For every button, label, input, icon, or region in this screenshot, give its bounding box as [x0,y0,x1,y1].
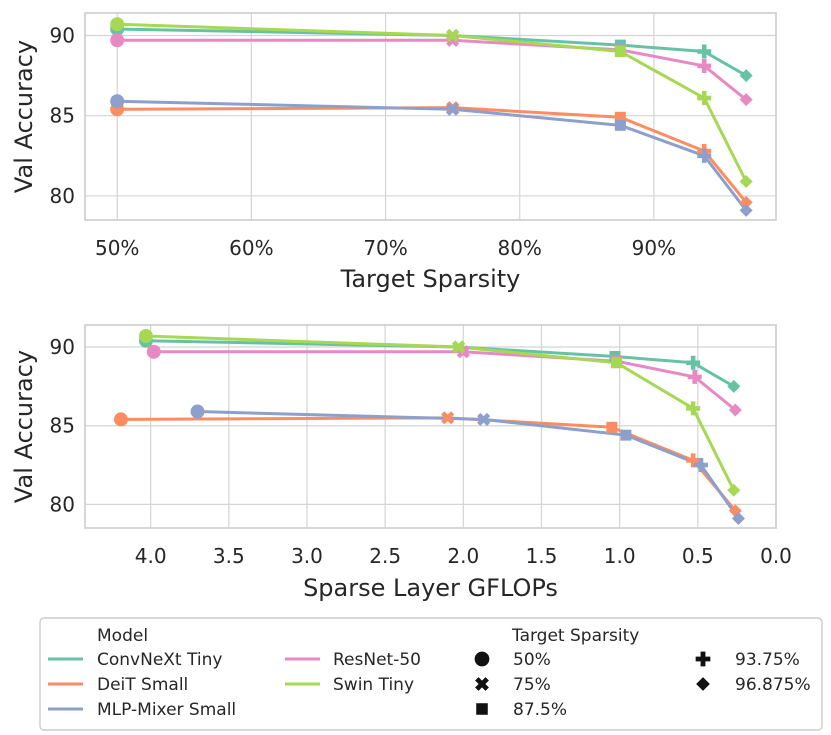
top-point-swin-tiny-circle [110,17,125,32]
legend-diamond-marker [696,677,710,691]
bottom-point-mlp-mixer-small-circle [190,404,205,419]
legend-label-mlp-mixer-small: MLP-Mixer Small [97,700,236,720]
bottom-x-tick-label: 3.0 [291,544,323,568]
legend-model-title: Model [97,626,148,646]
bottom-point-swin-tiny-x [452,340,466,354]
legend-circle-marker [474,651,490,667]
legend-marker-x-icon [475,677,489,691]
bottom-line-deit-small [120,416,737,512]
top-point-convnext-tiny-plus [697,44,712,59]
legend-marker-square-icon [476,703,488,715]
legend-label-sparsity-50: 50% [513,650,551,670]
legend-label-convnext-tiny: ConvNeXt Tiny [97,650,222,670]
top-point-mlp-mixer-small-square [614,119,626,131]
bottom-x-tick-label: 2.0 [447,544,479,568]
top-point-swin-tiny-plus [697,91,712,106]
top-point-convnext-tiny-diamond [739,69,753,83]
legend-square-marker [476,703,488,715]
legend-marker-circle-icon [474,651,490,667]
top-point-swin-tiny-square [614,46,626,58]
top-point-mlp-mixer-small-diamond [739,203,753,217]
legend-x-marker [475,677,489,691]
bottom-y-tick-label: 85 [50,414,75,438]
bottom-point-deit-small-x [441,411,455,425]
top-y-tick-label: 85 [50,104,75,128]
bottom-x-tick-label: 3.5 [213,544,245,568]
top-x-tick-label: 80% [497,236,541,260]
legend-marker-diamond-icon [696,677,710,691]
bottom-point-mlp-mixer-small-x [477,412,491,426]
top-line-mlp-mixer-small [117,99,748,212]
bottom-x-axis-label: Sparse Layer GFLOPs [303,574,558,602]
bottom-point-swin-tiny-plus [686,401,701,416]
top-point-swin-tiny-diamond [739,174,753,188]
bottom-line-mlp-mixer-small [197,410,740,520]
bottom-point-resnet-50-circle [146,344,161,359]
legend-marker-plus-icon [695,651,711,667]
top-point-swin-tiny-x [446,28,460,43]
top-point-resnet-50-circle [110,33,125,48]
legend-label-deit-small: DeiT Small [97,675,188,695]
bottom-y-tick-label: 80 [50,492,75,516]
bottom-point-mlp-mixer-small-plus [693,458,708,473]
legend-label-swin-tiny: Swin Tiny [333,675,414,695]
legend-sparsity-title: Target Sparsity [511,626,639,646]
top-x-tick-label: 60% [229,236,273,260]
bottom-point-mlp-mixer-small-diamond [731,512,745,526]
top-y-tick-label: 80 [50,184,75,208]
bottom-point-resnet-50-plus [687,369,702,384]
top-plot-frame [84,12,777,221]
top-point-resnet-50-diamond [739,93,753,107]
bottom-point-deit-small-square [606,421,618,433]
bottom-point-swin-tiny-diamond [727,483,741,497]
legend-plus-marker [695,651,711,667]
legend-frame [39,617,823,731]
bottom-point-deit-small-diamond [728,504,742,518]
bottom-chart-panel: 4.0 3.5 3.0 2.5 2.0 1.5 1.0 0.5 0.0 80 85 90 Sparse … [10,324,792,602]
legend-label-sparsity-96-875: 96.875% [735,675,811,695]
top-point-mlp-mixer-small-plus [697,148,712,163]
bottom-point-deit-small-plus [686,453,701,468]
bottom-point-mlp-mixer-small-square [620,429,632,441]
top-line-deit-small [117,106,748,204]
bottom-point-convnext-tiny-diamond [727,379,741,393]
legend-label-resnet-50: ResNet-50 [333,650,421,670]
bottom-x-tick-label: 0.5 [682,544,714,568]
legend-label-sparsity-75: 75% [513,675,551,695]
bottom-x-tick-label: 1.5 [526,544,558,568]
bottom-y-tick-label: 90 [50,335,75,359]
bottom-point-convnext-tiny-plus [686,355,701,370]
bottom-plot-frame [84,324,777,529]
top-chart-panel: 50% 60% 70% 80% 90% 80 85 90 Target Sparsity Val … [10,12,777,293]
legend-label-sparsity-93-75: 93.75% [735,650,800,670]
bottom-point-resnet-50-diamond [728,403,742,417]
bottom-x-tick-label: 1.0 [604,544,636,568]
bottom-point-swin-tiny-circle [138,329,153,344]
bottom-point-swin-tiny-square [611,357,623,369]
bottom-x-tick-label: 0.0 [760,544,792,568]
top-y-tick-label: 90 [50,23,75,47]
legend: Model Target Sparsity ConvNeXt Tiny DeiT… [39,617,823,731]
bottom-x-tick-label: 4.0 [135,544,167,568]
top-x-tick-label: 70% [363,236,407,260]
top-x-tick-label: 50% [95,236,139,260]
top-x-axis-label: Target Sparsity [340,265,521,293]
top-x-tick-label: 90% [632,236,676,260]
bottom-point-deit-small-circle [113,412,128,427]
top-point-mlp-mixer-small-x [446,102,460,116]
legend-label-sparsity-87-5: 87.5% [513,700,567,720]
top-point-deit-small-square [614,111,626,123]
top-point-deit-small-diamond [739,195,753,209]
bottom-y-axis-label: Val Accuracy [10,350,38,503]
top-y-axis-label: Val Accuracy [10,40,38,193]
top-point-mlp-mixer-small-circle [110,94,125,109]
bottom-x-tick-label: 2.5 [369,544,401,568]
top-point-resnet-50-plus [697,58,712,73]
